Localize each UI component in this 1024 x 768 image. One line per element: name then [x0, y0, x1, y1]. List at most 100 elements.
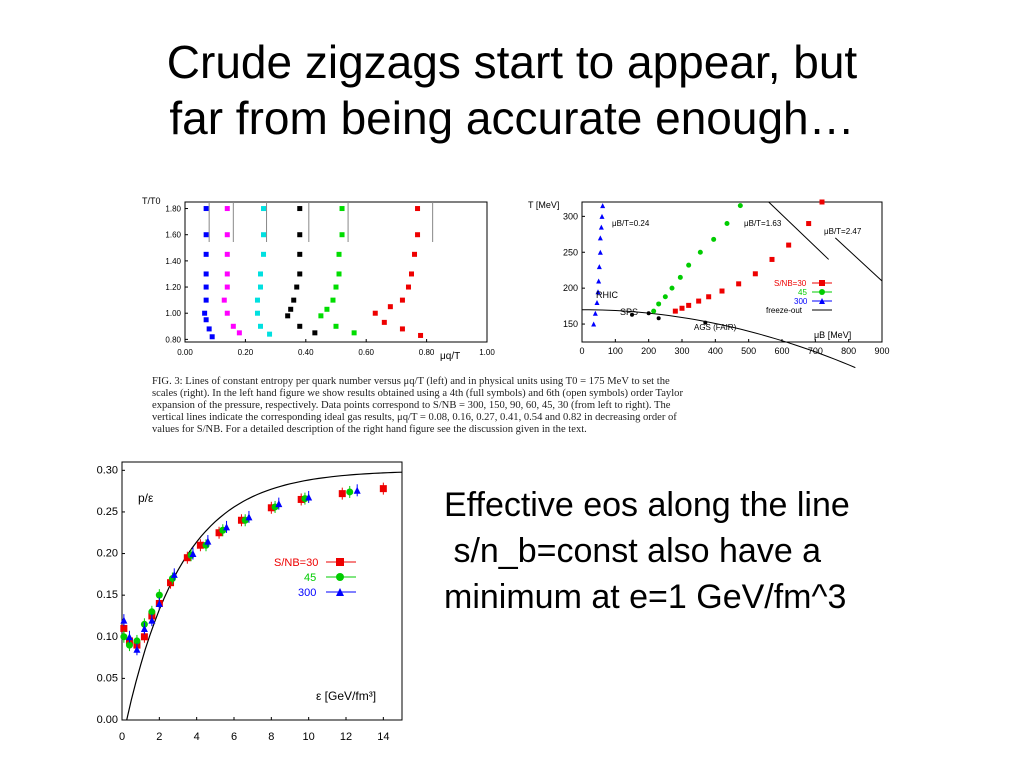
data-point [415, 232, 421, 238]
data-point [285, 313, 291, 319]
data-point [297, 495, 305, 503]
data-point [125, 641, 133, 649]
data-point [318, 313, 324, 319]
data-point [120, 633, 128, 641]
data-point [203, 206, 209, 212]
legend-entry-45: 45 [798, 288, 807, 297]
data-point [297, 271, 303, 277]
data-point [598, 224, 604, 230]
data-point [381, 319, 387, 325]
data-point [254, 310, 260, 316]
x-tick-label: 0.00 [177, 348, 193, 357]
data-point [599, 213, 605, 219]
x-tick-label: 0.20 [238, 348, 254, 357]
data-point [724, 221, 730, 227]
data-point [596, 278, 602, 284]
y-tick-label: 1.80 [165, 205, 181, 214]
data-point [651, 308, 657, 314]
data-point [245, 513, 253, 521]
x-tick-label: 600 [774, 346, 789, 356]
ideal-lines [581, 201, 883, 369]
freeze-out-curve [581, 309, 856, 369]
slide-title-line-2: far from being accurate enough… [169, 92, 855, 144]
data-point [339, 206, 345, 212]
x-tick-label: 700 [808, 346, 823, 356]
y-tick-label: 0.30 [97, 464, 118, 476]
x-tick-label: 14 [377, 731, 389, 743]
axis-ticks: 0 100 200 300 400 500 600 700 800 900 150 200 250 300 [563, 211, 890, 356]
data-point [297, 323, 303, 329]
figure-bottom: 0 2 4 6 8 10 12 140.000.050.100.150.200.250.30 … [97, 461, 403, 743]
x-tick-label: 0 [119, 731, 125, 743]
data-point [594, 300, 600, 306]
data-point [600, 203, 606, 209]
data-point [261, 232, 267, 238]
x-tick-label: 2 [156, 731, 162, 743]
slide-title-line-1: Crude zigzags start to appear, but [166, 36, 858, 88]
caption-line-2: scales (right). In the left hand figure … [152, 388, 683, 399]
data-point [125, 633, 133, 641]
legend-marker-45 [819, 289, 825, 295]
data-point [336, 271, 342, 277]
data-points [202, 206, 424, 340]
data-point [806, 221, 812, 227]
data-point [230, 323, 236, 329]
data-point [697, 249, 703, 255]
data-point [339, 232, 345, 238]
data-point [155, 599, 163, 607]
data-point [686, 302, 692, 308]
x-tick-label: 0.80 [419, 348, 435, 357]
data-point [719, 288, 725, 294]
x-tick-label: 0.40 [298, 348, 314, 357]
data-point [258, 323, 263, 329]
data-point [696, 298, 702, 304]
data-point [291, 297, 297, 303]
y-tick-label: 200 [563, 283, 578, 293]
data-point [353, 486, 361, 494]
plot-frame [184, 201, 488, 343]
data-point [223, 523, 231, 531]
data-point [224, 271, 230, 277]
y-axis-label: p/ε [138, 491, 154, 505]
y-tick-label: 0.05 [97, 672, 118, 684]
data-point [786, 242, 792, 248]
data-point [415, 206, 421, 212]
x-tick-label: 0.60 [358, 348, 374, 357]
body-line-1: Effective eos along the line [444, 486, 850, 524]
line-label-247: μB/T=2.47 [824, 227, 862, 236]
legend-marker-300 [336, 588, 344, 596]
data-point [412, 251, 418, 257]
data-point [189, 550, 197, 558]
data-point [592, 310, 598, 316]
annotation-sps: SPS [620, 307, 638, 317]
ideal-gas-lines [208, 202, 434, 242]
data-point [346, 488, 354, 496]
line-label-163: μB/T=1.63 [744, 219, 782, 228]
data-point [672, 308, 678, 314]
data-point [140, 633, 148, 641]
data-point [387, 304, 393, 310]
y-tick-label: 1.00 [165, 309, 181, 318]
data-point [203, 284, 209, 290]
y-tick-label: 250 [563, 247, 578, 257]
axis-ticks: 0.00 0.20 0.40 0.60 0.80 1.00 0.80 1.00 1.20 1.40… [165, 205, 495, 357]
x-tick-label: 900 [874, 346, 889, 356]
data-point [597, 249, 603, 255]
caption-line-1: FIG. 3: Lines of constant entropy per qu… [152, 376, 670, 387]
data-point [224, 284, 230, 290]
data-point [215, 529, 223, 537]
data-point [297, 251, 303, 257]
caption-line-4: vertical lines indicate the correspondin… [152, 412, 677, 423]
legend-entry-30: S/NB=30 [774, 279, 807, 288]
data-point [399, 326, 405, 332]
data-point [224, 251, 230, 257]
data-points [591, 199, 825, 327]
data-point [148, 608, 156, 616]
data-point [297, 232, 303, 238]
plot-frame [121, 461, 403, 721]
legend: S/NB=30 45 300 freeze-out [766, 279, 832, 315]
data-point [258, 284, 263, 290]
x-tick-label: 400 [708, 346, 723, 356]
data-point [294, 284, 300, 290]
data-point [351, 330, 357, 336]
